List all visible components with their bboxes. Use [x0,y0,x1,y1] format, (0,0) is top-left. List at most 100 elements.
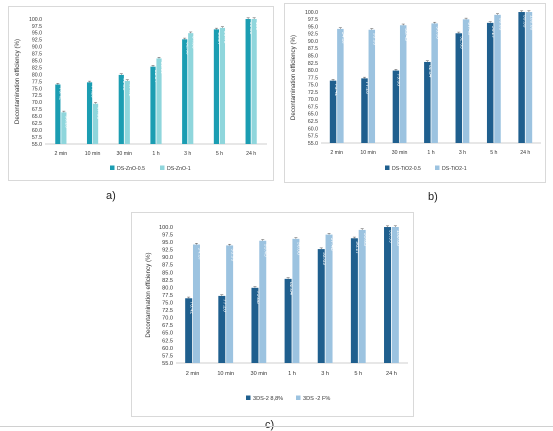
y-tick-label: 75.0 [308,83,318,89]
bar [368,29,376,143]
legend-swatch [435,165,440,170]
panel-label-a: a) [106,190,116,202]
x-tick-label: 24 h [520,150,530,156]
y-tick-label: 55.0 [32,142,42,148]
x-tick-label: 30 min [250,371,267,377]
data-label: 79.88 [121,78,127,91]
bar [251,19,257,144]
y-tick-label: 62.5 [32,121,42,127]
y-tick-label: 70.0 [308,97,318,103]
y-tick-label: 97.5 [162,233,173,239]
y-tick-label: 90.0 [308,39,318,45]
y-tick-label: 62.5 [162,338,173,344]
data-label: 95.45 [263,244,269,257]
y-tick-label: 95.0 [162,240,173,246]
data-label: 76.42 [333,84,339,97]
y-tick-label: 95.0 [32,31,42,37]
data-label: 99.99 [248,22,254,35]
bar [462,19,470,143]
bar [55,84,61,144]
y-tick-label: 87.5 [308,46,318,52]
y-tick-label: 55.0 [162,361,173,367]
data-label: 99.03 [362,233,368,246]
data-label: 97.48 [466,22,472,35]
bar [424,61,431,143]
y-tick-label: 80.0 [308,68,318,74]
data-label: 77.20 [364,81,370,94]
y-tick-label: 60.0 [32,128,42,134]
y-tick-label: 77.5 [32,79,42,85]
data-label: 67.51 [95,107,101,120]
legend-label: DS-TiO2-1 [442,166,467,172]
y-axis-label: Decontamination efficiency (%) [290,35,297,120]
data-label: 76.42 [58,88,64,101]
data-label: 94.93 [190,36,196,49]
data-label: 92.69 [321,252,327,265]
bar [292,238,300,363]
x-tick-label: 2 min [186,371,200,377]
chart-b-svg: Decontamination efficiency (%) 55.057.5 60… [290,10,541,172]
y-tick-label: 90.0 [162,255,173,261]
bar [518,12,525,143]
legend-label: 3DS-2 8,8% [253,396,283,402]
y-tick-label: 65.0 [162,331,173,337]
y-tick-label: 82.5 [32,65,42,71]
x-tick-label: 10 min [360,150,376,156]
data-label: 96.27 [490,26,496,39]
y-tick-label: 92.5 [308,32,318,38]
data-label: 92.69 [184,42,190,55]
data-label: 96.08 [296,242,302,255]
bar [245,19,251,144]
x-tick-label: 3 h [459,150,466,156]
bar [118,74,124,144]
data-label-extra: 78.61 [128,84,134,97]
y-tick-label: 95.0 [308,24,318,30]
y-tick-label: 92.5 [162,248,173,254]
chart-panel-c: Decontamination efficiency (%) 55.0 57.5 60… [131,212,414,417]
y-tick-label: 72.5 [162,308,173,314]
x-tick-label: 10 min [217,371,234,377]
bar [92,103,99,144]
x-tick-label: 5 h [490,150,497,156]
x-tick-label: 1 h [427,150,434,156]
data-label: 96.08 [434,26,440,39]
x-tick-label: 3 h [184,151,191,157]
bar [317,249,325,363]
bar [391,227,399,363]
bar [325,234,333,363]
bar [525,12,533,143]
bar [431,23,438,143]
y-axis-label: Decontamination efficiency (%) [14,39,21,124]
bar [185,298,193,363]
x-tick-label: 5 h [216,151,223,157]
bar [219,27,226,145]
legend-swatch [160,165,165,170]
legend-swatch [110,165,115,170]
x-tick-label: 3 h [321,371,329,377]
legend-swatch [296,395,301,400]
data-label: 82.84 [153,70,159,83]
y-tick-label: 72.5 [32,93,42,99]
x-tick-label: 5 h [354,371,362,377]
y-tick-label: 85.0 [162,270,173,276]
data-label: 93.99 [229,248,235,261]
bar [124,80,130,144]
data-label: 100 [254,22,260,31]
y-tick-label: 55.0 [308,141,318,147]
y-tick-label: 80.0 [32,72,42,78]
y-tick-label: 60.0 [308,126,318,132]
y-tick-label: 65.0 [32,114,42,120]
data-label: 94.37 [340,32,346,45]
x-tick-label: 2 min [330,150,343,156]
data-label: 95.45 [403,28,409,41]
data-label: 79.88 [396,74,402,87]
y-tick-label: 67.5 [308,104,318,110]
bar [494,14,501,144]
y-tick-label: 72.5 [308,90,318,96]
data-label: 99.03 [497,18,503,31]
bar [337,28,344,143]
data-label: 82.84 [288,282,294,295]
y-tick-label: 82.5 [162,278,173,284]
x-tick-label: 30 min [392,150,408,156]
y-tick-label: 90.0 [32,45,42,51]
